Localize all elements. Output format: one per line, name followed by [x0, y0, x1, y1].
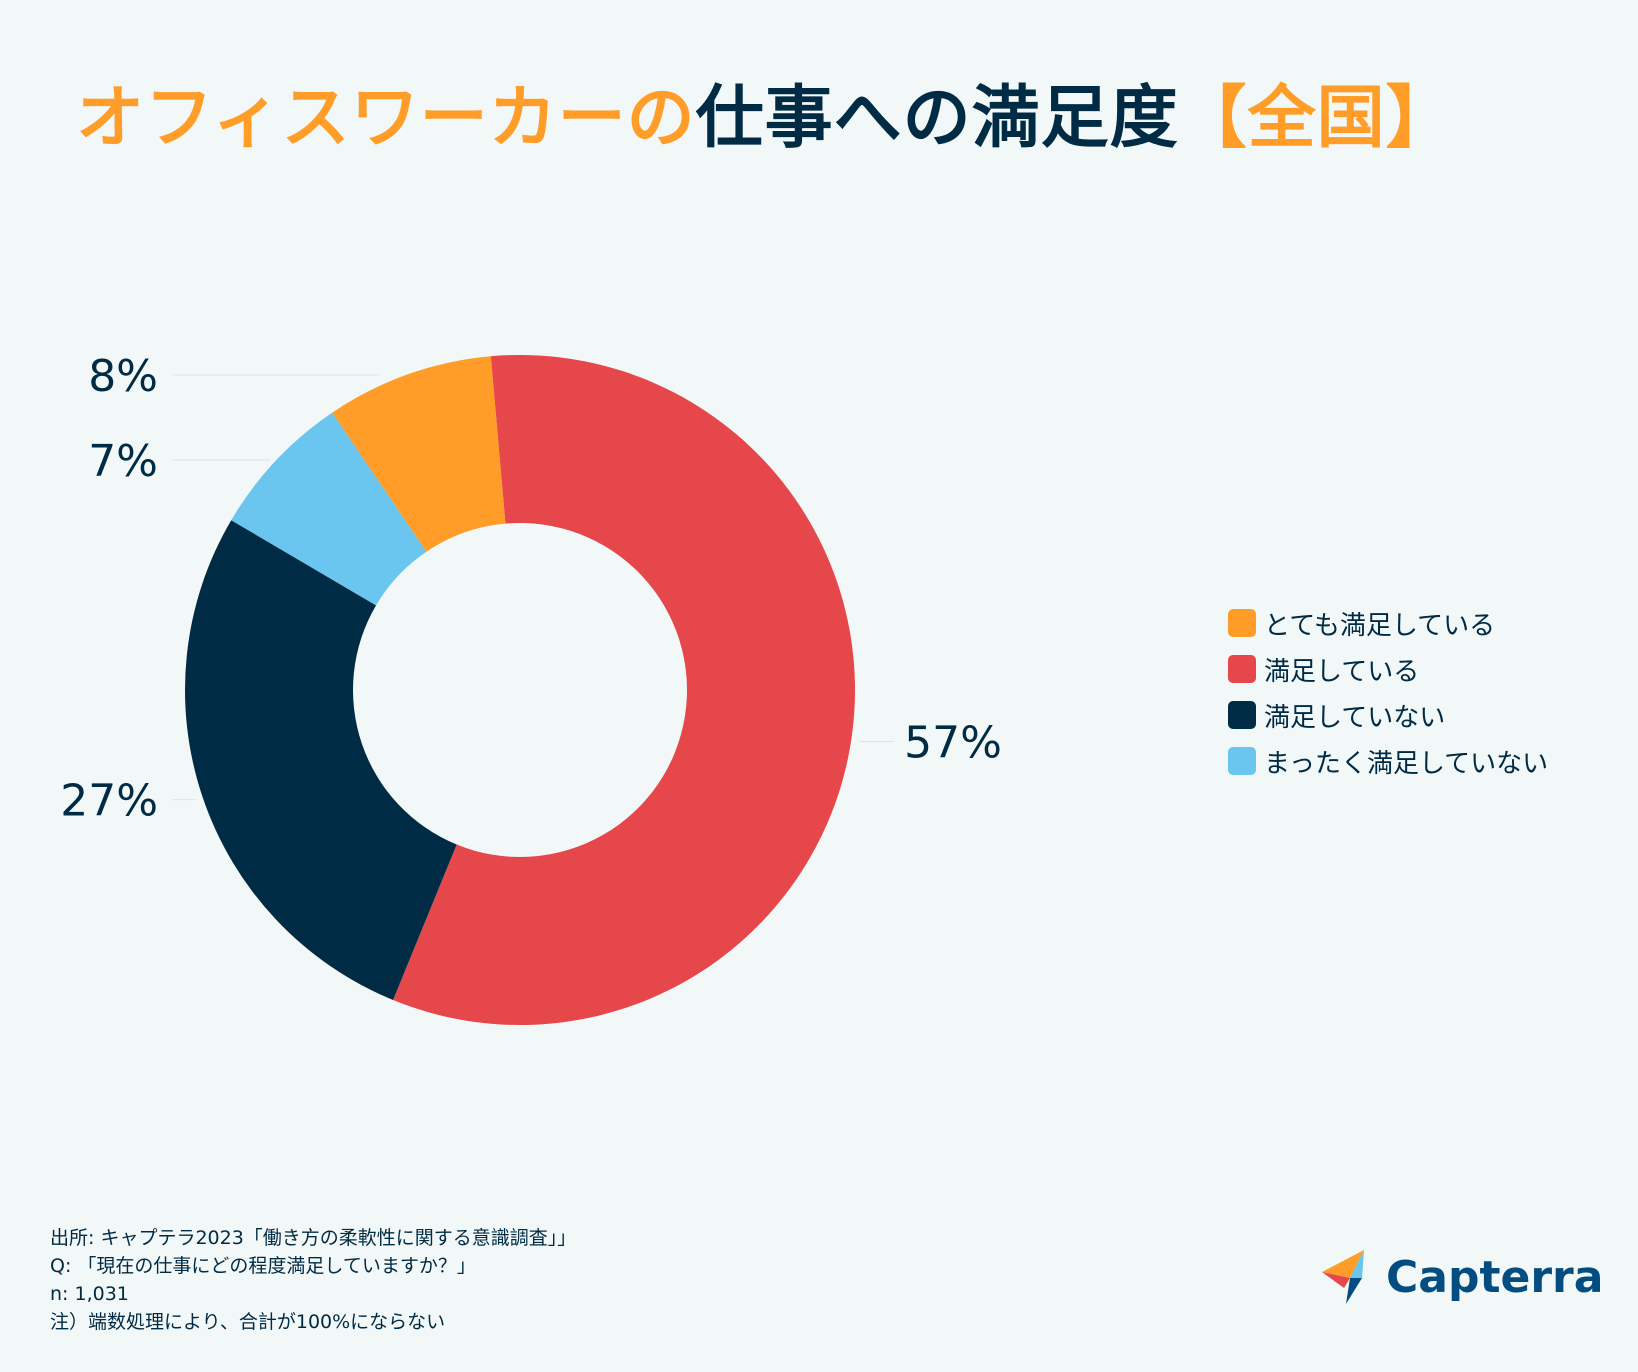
legend-item: 満足していない — [1228, 692, 1548, 738]
legend-label: とても満足している — [1264, 610, 1496, 641]
legend-item: まったく満足していない — [1228, 738, 1548, 784]
title-part-1: オフィスワーカーの — [76, 79, 696, 158]
chart-title: オフィスワーカーの仕事への満足度【全国】 — [76, 78, 1455, 160]
legend-label: まったく満足していない — [1264, 748, 1549, 779]
label-very-satisfied: 8% — [88, 351, 158, 402]
slice-not-satisfied — [184, 520, 457, 1001]
label-not-at-all-satisfied: 7% — [88, 436, 158, 487]
legend-swatch-not-satisfied — [1228, 701, 1256, 729]
capterra-logo: Capterra — [1322, 1248, 1603, 1306]
label-satisfied: 57% — [904, 718, 1002, 769]
source-note: 出所: キャプテラ2023「働き方の柔軟性に関する意識調査」」 — [50, 1227, 577, 1249]
legend-label: 満足していない — [1264, 702, 1446, 733]
sample-size-note: n: 1,031 — [50, 1283, 129, 1305]
legend-item: 満足している — [1228, 646, 1548, 692]
title-part-3: 【全国】 — [1178, 79, 1455, 158]
question-note: Q: 「現在の仕事にどの程度満足していますか？」 — [50, 1255, 476, 1277]
footer-notes: 出所: キャプテラ2023「働き方の柔軟性に関する意識調査」」 Q: 「現在の仕… — [50, 1224, 576, 1336]
legend: とても満足している 満足している 満足していない まったく満足していない — [1228, 600, 1548, 784]
legend-item: とても満足している — [1228, 600, 1548, 646]
slice-satisfied — [393, 355, 856, 1025]
legend-swatch-satisfied — [1228, 655, 1256, 683]
title-part-2: 仕事への満足度 — [695, 79, 1179, 158]
slice-very-satisfied — [332, 356, 506, 552]
legend-swatch-not-at-all-satisfied — [1228, 747, 1256, 775]
capterra-logo-text: Capterra — [1386, 1251, 1604, 1303]
slice-not-at-all-satisfied — [231, 412, 427, 606]
capterra-arrow-icon — [1322, 1250, 1364, 1304]
legend-label: 満足している — [1264, 656, 1420, 687]
label-not-satisfied: 27% — [60, 776, 158, 827]
rounding-note: 注）端数処理により、合計が100%にならない — [50, 1311, 446, 1333]
legend-swatch-very-satisfied — [1228, 609, 1256, 637]
